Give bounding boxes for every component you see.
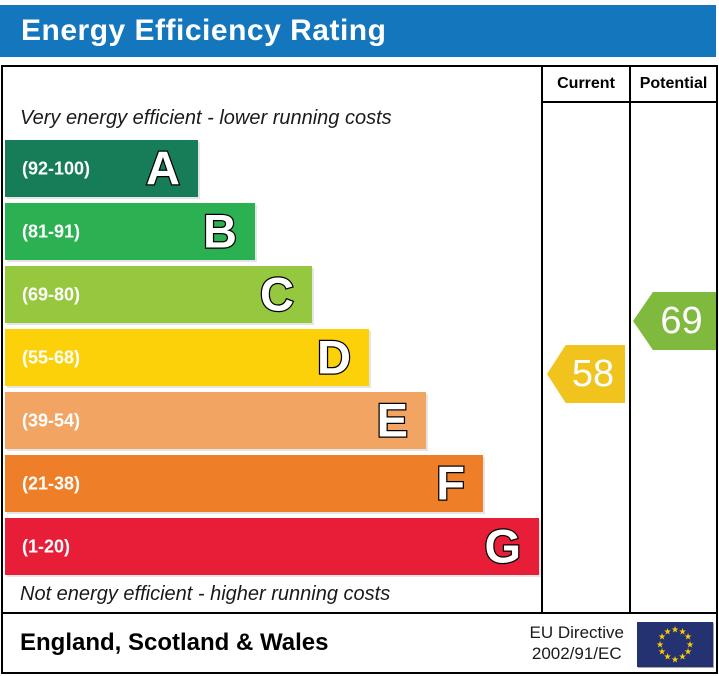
- potential-column-header: Potential: [631, 67, 716, 103]
- page-title: Energy Efficiency Rating: [21, 14, 387, 47]
- eu-flag-icon: ★ ★ ★ ★ ★ ★ ★ ★ ★ ★ ★ ★: [637, 622, 713, 667]
- band-C: (69-80) C: [5, 266, 312, 323]
- band-range-label: (21-38): [22, 473, 81, 493]
- band-letter: F: [435, 455, 466, 511]
- eu-flag-star: ★: [678, 651, 687, 662]
- rating-table: Current Potential Very energy efficient …: [1, 65, 718, 614]
- bottom-note: Not energy efficient - higher running co…: [20, 583, 391, 605]
- eu-directive-line1: EU Directive: [529, 623, 624, 642]
- current-rating-value: 58: [571, 352, 615, 395]
- band-letter: C: [259, 266, 295, 322]
- current-column-header: Current: [543, 67, 629, 103]
- eu-flag-star: ★: [683, 646, 693, 657]
- band-G: (1-20) G: [5, 518, 539, 575]
- eu-flag-star: ★: [683, 631, 693, 642]
- band-letter: A: [145, 140, 181, 196]
- eu-directive-line2: 2002/91/EC: [531, 644, 622, 663]
- eu-directive-label: EU Directive 2002/91/EC: [530, 622, 624, 664]
- region-label: England, Scotland & Wales: [20, 629, 329, 656]
- top-note: Very energy efficient - lower running co…: [20, 107, 392, 129]
- current-column-divider: [541, 67, 543, 612]
- band-letter: B: [202, 203, 238, 259]
- eu-flag-star: ★: [685, 639, 695, 649]
- band-range-label: (55-68): [22, 347, 81, 367]
- band-range-label: (92-100): [22, 158, 91, 178]
- band-D: (55-68) D: [5, 329, 369, 386]
- band-range-label: (1-20): [22, 536, 71, 556]
- footer: England, Scotland & Wales EU Directive 2…: [1, 612, 718, 674]
- eu-flag-star: ★: [670, 654, 680, 664]
- band-range-label: (81-91): [22, 221, 81, 241]
- band-range-label: (69-80): [22, 284, 81, 304]
- potential-rating-value: 69: [660, 299, 703, 342]
- potential-rating-marker: 69: [633, 292, 716, 350]
- band-E: (39-54) E: [5, 392, 426, 449]
- band-A: (92-100) A: [5, 140, 198, 197]
- band-F: (21-38) F: [5, 455, 483, 512]
- band-letter: G: [483, 518, 522, 574]
- current-rating-marker: 58: [547, 345, 625, 403]
- potential-column-divider: [629, 67, 631, 612]
- eu-flag-star: ★: [663, 651, 672, 662]
- eu-flag-star: ★: [657, 646, 667, 657]
- band-letter: D: [316, 329, 352, 385]
- title-bar: Energy Efficiency Rating: [0, 5, 716, 57]
- band-letter: E: [375, 392, 409, 448]
- eu-flag-star: ★: [678, 626, 687, 636]
- eu-flag-star: ★: [663, 626, 672, 636]
- eu-flag-star: ★: [670, 624, 680, 634]
- eu-flag-star: ★: [655, 639, 665, 649]
- band-B: (81-91) B: [5, 203, 255, 260]
- eu-flag-star: ★: [657, 631, 667, 642]
- band-range-label: (39-54): [22, 410, 81, 430]
